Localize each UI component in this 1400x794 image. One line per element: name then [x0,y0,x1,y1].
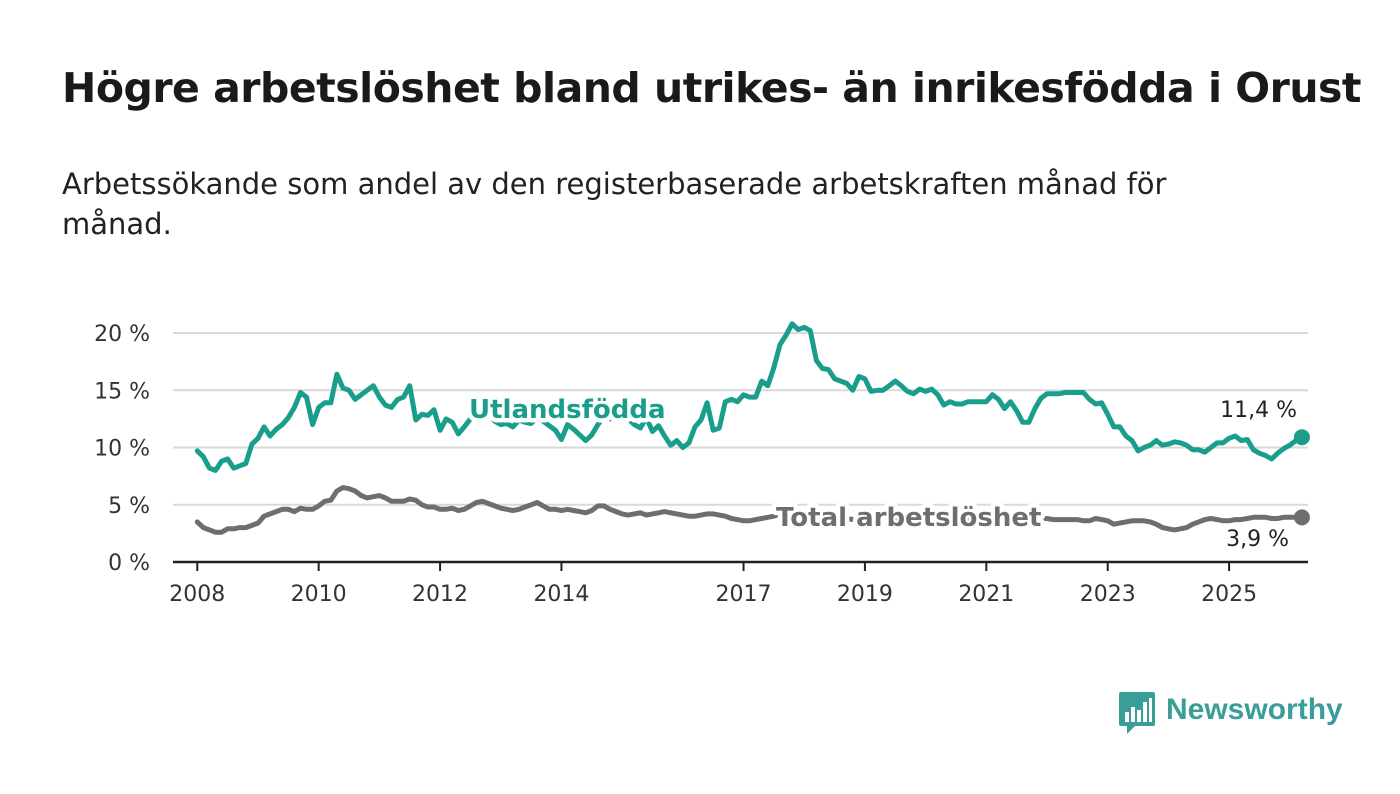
series-label-total: Total arbetslöshet [776,503,1041,533]
chart-subtitle: Arbetssökande som andel av den registerb… [62,167,1167,241]
x-tick-label: 2017 [716,582,772,607]
end-value-label: 11,4 % [1220,398,1297,423]
x-tick-label: 2021 [958,582,1014,607]
bar-chart-speech-bubble-icon [1119,692,1155,734]
y-axis-ticks: 0 % 5 % 10 % 15 % 20 % [94,322,150,576]
series-line-utlandsfodda [194,321,1305,473]
y-tick-label: 20 % [94,322,150,347]
series-end-point [1293,509,1310,526]
x-axis: 2008 2010 2012 2014 2017 2019 2021 2023 2025 [169,560,1308,607]
x-tick-label: 2010 [291,582,347,607]
series-end-point [1293,429,1310,446]
chart-title: Högre arbetslöshet bland utrikes- än inr… [62,64,1362,112]
brand-name: Newsworthy [1166,693,1343,726]
y-tick-label: 15 % [94,379,150,404]
y-tick-label: 5 % [108,494,150,519]
y-tick-label: 10 % [94,437,150,462]
x-tick-label: 2019 [837,582,893,607]
x-tick-label: 2014 [533,582,589,607]
x-tick-label: 2012 [412,582,468,607]
x-tick-label: 2008 [169,582,225,607]
y-tick-label: 0 % [108,551,150,576]
series-label-utlandsfodda: Utlandsfödda [469,395,666,425]
series-lines [194,321,1310,535]
x-tick-label: 2023 [1080,582,1136,607]
x-tick-label: 2025 [1201,582,1257,607]
series-line-total [194,485,1305,535]
end-value-label: 3,9 % [1226,527,1289,552]
series-labels: Utlandsfödda Total arbetslöshet 11,4 % 3,9 … [465,391,1298,553]
grid-lines [173,332,1308,506]
